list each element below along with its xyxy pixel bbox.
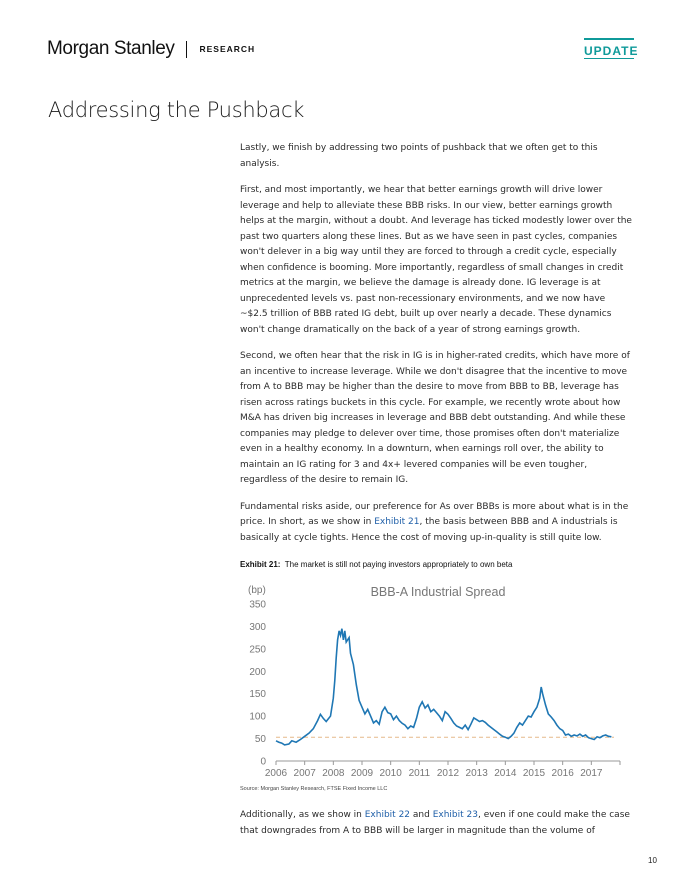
y-tick-label: 50 xyxy=(255,734,267,745)
y-tick-label: 0 xyxy=(260,757,266,768)
brand-logo[interactable]: Morgan Stanley xyxy=(47,38,175,59)
x-tick-label: 2012 xyxy=(437,768,460,779)
x-tick-label: 2007 xyxy=(294,768,317,779)
exhibit-title: The market is still not paying investors… xyxy=(284,560,513,569)
y-tick-label: 200 xyxy=(249,667,266,678)
closing-mid: and xyxy=(410,810,433,820)
x-axis-ticks: 2006 2007 2008 2009 2010 2011 2012 2013 2014 2015… xyxy=(265,768,603,779)
y-tick-label: 350 xyxy=(249,600,266,611)
x-tick-label: 2013 xyxy=(466,768,489,779)
x-tick-label: 2009 xyxy=(351,768,374,779)
page-title: Addressing the Pushback xyxy=(48,98,305,122)
x-tick-label: 2015 xyxy=(523,768,546,779)
exhibit-label: Exhibit 21: xyxy=(240,560,281,569)
paragraph-4: Fundamental risks aside, our preference … xyxy=(240,500,633,547)
x-tick-label: 2006 xyxy=(265,768,288,779)
x-tick-label: 2011 xyxy=(409,768,431,779)
paragraph-2: First, and most importantly, we hear tha… xyxy=(240,185,632,335)
exhibit-22-link[interactable]: Exhibit 22 xyxy=(364,810,411,820)
closing-post: , even if one could make the case that d… xyxy=(240,810,630,836)
page-number: 10 xyxy=(648,856,657,865)
x-axis-marks xyxy=(275,761,621,765)
paragraph-1: Lastly, we finish by addressing two poin… xyxy=(240,143,598,169)
header: Morgan Stanley RESEARCH xyxy=(47,36,255,62)
header-divider xyxy=(186,40,188,58)
x-tick-label: 2016 xyxy=(552,768,575,779)
x-tick-label: 2017 xyxy=(580,768,603,779)
paragraph-4-pre: Fundamental risks aside, our preference … xyxy=(240,501,629,528)
spread-chart: (bp) BBB-A Industrial Spread 0 50 100 150 20… xyxy=(248,585,621,779)
update-underline xyxy=(584,58,634,59)
paragraph-3: Second, we often hear that the risk in I… xyxy=(240,351,630,485)
y-tick-label: 250 xyxy=(249,644,266,655)
x-tick-label: 2010 xyxy=(380,768,403,779)
chart-title: BBB-A Industrial Spread xyxy=(371,585,506,599)
exhibit-23-link[interactable]: Exhibit 23 xyxy=(432,810,478,820)
exhibit-21-link[interactable]: Exhibit 21 xyxy=(374,517,420,527)
paragraph-4-post: , the basis between BBB and A industrial… xyxy=(240,517,618,543)
update-top-rule xyxy=(584,38,634,40)
closing-pre: Additionally, as we show in xyxy=(240,810,365,820)
body-text: Lastly, we finish by addressing two poin… xyxy=(240,141,633,557)
y-tick-label: 300 xyxy=(249,622,266,633)
y-tick-label: 100 xyxy=(249,712,266,723)
exhibit-caption: Exhibit 21: The market is still not payi… xyxy=(240,560,512,569)
closing-paragraph: Additionally, as we show in Exhibit 22 a… xyxy=(240,807,633,839)
x-tick-label: 2014 xyxy=(494,768,517,779)
y-tick-label: 150 xyxy=(249,689,266,700)
y-axis-unit: (bp) xyxy=(248,585,266,596)
update-tag: UPDATE xyxy=(584,44,639,58)
x-tick-label: 2008 xyxy=(322,768,345,779)
section-label: RESEARCH xyxy=(199,44,256,54)
series-line xyxy=(275,628,612,746)
y-axis-ticks: 0 50 100 150 200 250 300 350 xyxy=(249,600,266,768)
chart-source: Source: Morgan Stanley Research, FTSE Fi… xyxy=(240,786,388,792)
